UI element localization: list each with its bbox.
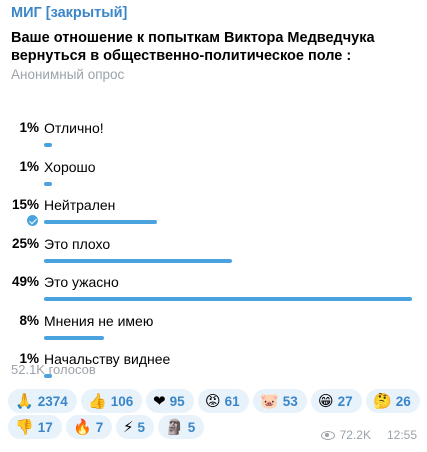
poll-option-label: Это ужасно: [44, 274, 119, 290]
poll-option-percent: 8%: [19, 312, 39, 328]
poll-question: Ваше отношение к попыткам Виктора Медвед…: [11, 30, 375, 64]
poll-option[interactable]: 8% Мнения не имею: [0, 313, 427, 349]
poll-type: Анонимный опрос: [11, 67, 125, 82]
angry-face-icon: 😡: [205, 391, 221, 410]
reaction-count: 106: [110, 393, 134, 409]
reaction-chip[interactable]: ❤ 95: [146, 389, 194, 413]
reaction-count: 2374: [37, 393, 68, 409]
reaction-chip[interactable]: 👎 17: [8, 415, 62, 439]
reaction-chip[interactable]: 😁 27: [311, 389, 362, 413]
poll-option-bar: [44, 335, 104, 340]
reaction-count: 5: [187, 419, 196, 435]
view-count: 72.2K: [339, 428, 371, 442]
praying-hands-icon: 🙏: [15, 391, 34, 410]
poll-option[interactable]: 25% Это плохо: [0, 236, 427, 272]
poll-option-label: Это плохо: [44, 235, 111, 252]
reaction-count: 95: [169, 393, 185, 409]
reaction-count: 53: [282, 393, 298, 409]
reaction-count: 27: [337, 393, 353, 409]
poll-option[interactable]: 1% Хорошо: [0, 159, 427, 195]
reaction-chip[interactable]: 🔥 7: [66, 415, 113, 439]
voted-check-icon: [26, 214, 39, 227]
thinking-face-icon: 🤔: [373, 391, 392, 410]
eye-icon: [320, 430, 335, 440]
total-votes[interactable]: 52.1K голосов: [11, 362, 96, 377]
poll-option-bar: [44, 181, 52, 186]
poll-option-bar: [44, 374, 52, 378]
reaction-count: 26: [395, 393, 411, 409]
reaction-count: 7: [95, 419, 104, 435]
poll-option-percent: 25%: [11, 235, 39, 251]
poll-option[interactable]: 15% Нейтрален: [0, 197, 427, 233]
poll-option-bar: [44, 297, 412, 301]
reaction-chip[interactable]: 🙏 2374: [8, 389, 77, 413]
poll-option-label: Хорошо: [44, 158, 96, 175]
poll-option-label: Начальству виднее: [44, 351, 171, 367]
poll-option-bar: [44, 220, 157, 224]
heart-icon: ❤: [153, 391, 166, 410]
poll-option[interactable]: 1% Отлично!: [0, 120, 427, 156]
reaction-chip[interactable]: 👍 106: [81, 389, 143, 413]
message-time: 12:55: [386, 428, 417, 442]
poll-option-percent: 1%: [19, 158, 39, 174]
thumbs-up-icon: 👍: [88, 391, 107, 410]
reaction-count: 61: [224, 393, 240, 409]
reaction-chip[interactable]: 🐷 53: [253, 389, 307, 413]
poll-option-percent: 15%: [11, 197, 39, 212]
message-meta: 72.2K 12:55: [320, 428, 417, 442]
reaction-chip[interactable]: 😡 61: [198, 389, 249, 413]
reaction-chip[interactable]: 🤔 26: [366, 389, 420, 413]
reaction-count: 17: [37, 419, 53, 435]
channel-name[interactable]: МИГ [закрытый]: [11, 5, 128, 21]
pig-face-icon: 🐷: [260, 391, 279, 410]
poll-option-bar: [44, 258, 232, 263]
poll-option[interactable]: 49% Это ужасно: [0, 274, 427, 310]
poll-option-label: Нейтрален: [44, 197, 116, 213]
poll-option-percent: 49%: [11, 274, 39, 289]
poll-option-percent: 1%: [19, 351, 39, 366]
poll-option-label: Отлично!: [44, 120, 104, 136]
reaction-count: 5: [137, 419, 146, 435]
poll-option-label: Мнения не имею: [44, 312, 154, 329]
moai-icon: 🗿: [165, 417, 184, 436]
fire-icon: 🔥: [73, 417, 92, 436]
reaction-chip[interactable]: ⚡ 5: [116, 415, 155, 439]
lightning-icon: ⚡: [123, 417, 134, 436]
thumbs-down-icon: 👎: [15, 417, 34, 436]
reaction-chip[interactable]: 🗿 5: [158, 415, 205, 439]
poll-option[interactable]: 1% Начальству виднее: [0, 351, 427, 387]
poll-option-bar: [44, 143, 52, 147]
poll-option-percent: 1%: [19, 120, 39, 135]
grinning-face-icon: 😁: [318, 391, 334, 410]
